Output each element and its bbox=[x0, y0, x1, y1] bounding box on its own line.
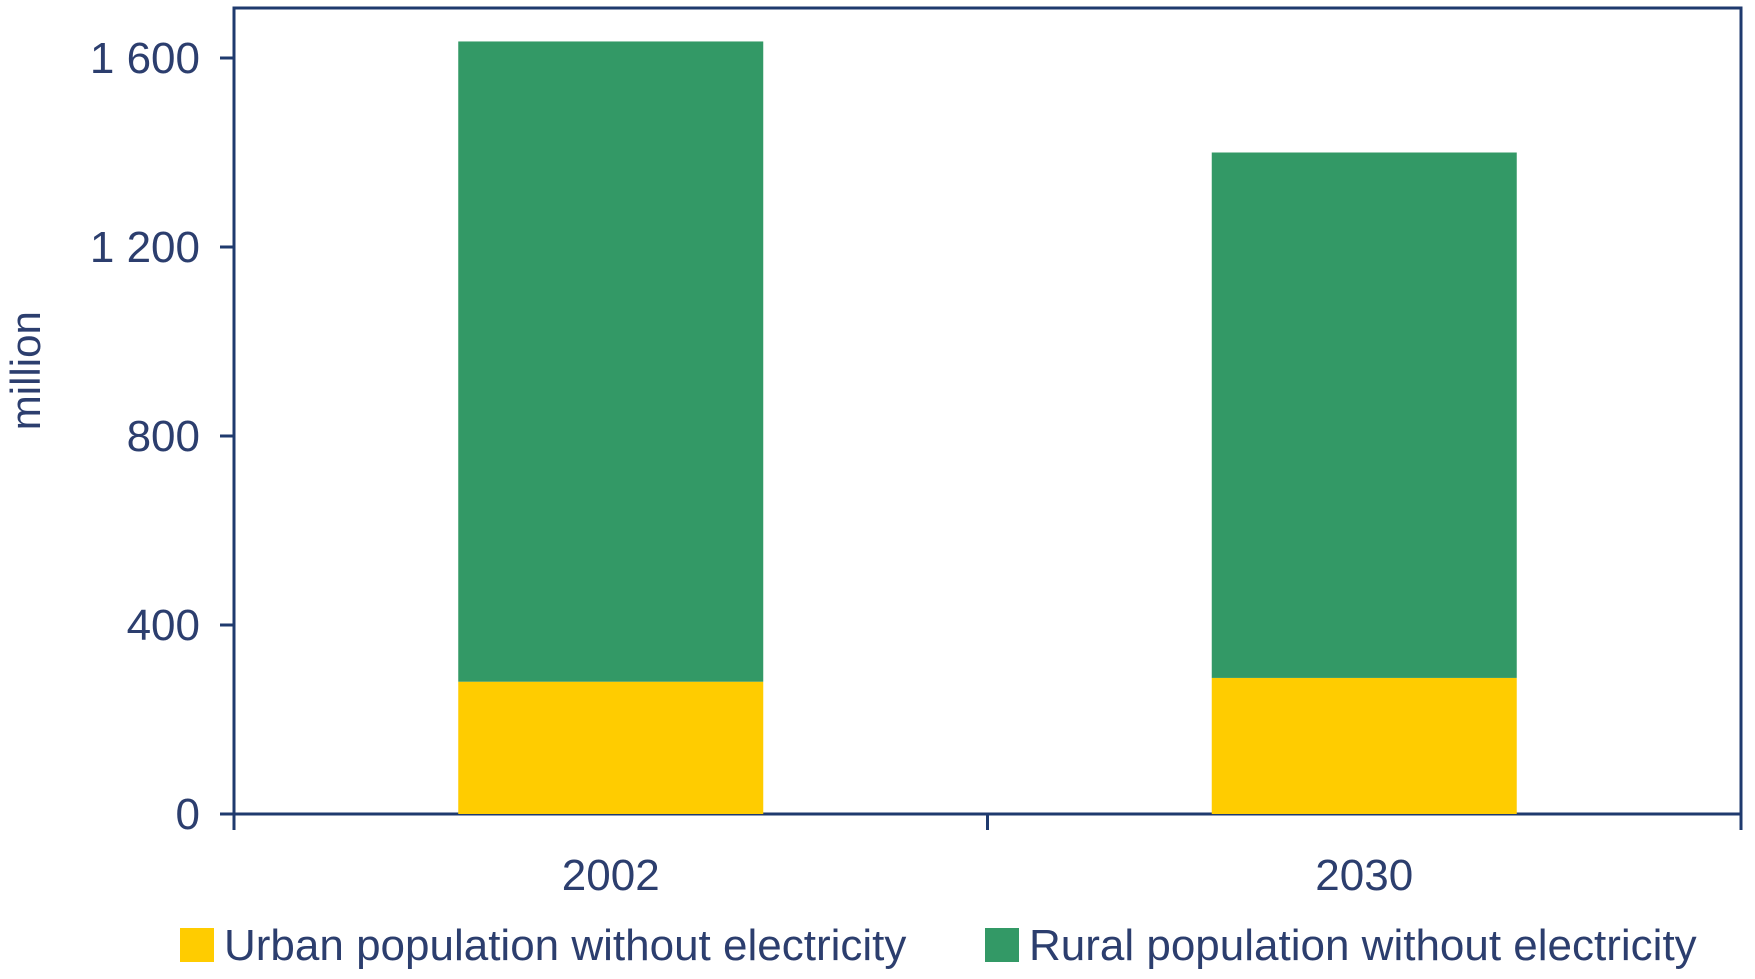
bar-segment-urban-2030 bbox=[1211, 677, 1517, 814]
y-tick-label: 0 bbox=[176, 790, 200, 839]
y-axis: 0 400 800 1 200 1 600 bbox=[90, 34, 234, 839]
bars-group bbox=[458, 41, 1517, 814]
x-tick-label: 2030 bbox=[1315, 851, 1413, 900]
y-tick-label: 800 bbox=[127, 412, 200, 461]
y-axis-title: million bbox=[2, 311, 49, 430]
legend-label-rural: Rural population without electricity bbox=[1029, 921, 1697, 970]
legend-swatch-rural bbox=[985, 928, 1019, 962]
legend: Urban population without electricity Rura… bbox=[180, 921, 1697, 970]
y-tick-label: 400 bbox=[127, 601, 200, 650]
y-tick-label: 1 200 bbox=[90, 223, 200, 272]
legend-swatch-urban bbox=[180, 928, 214, 962]
y-tick-label: 1 600 bbox=[90, 34, 200, 83]
x-axis: 2002 2030 bbox=[232, 814, 1743, 900]
bar-segment-rural-2002 bbox=[458, 41, 764, 682]
x-tick-label: 2002 bbox=[562, 851, 660, 900]
legend-label-urban: Urban population without electricity bbox=[224, 921, 906, 970]
bar-segment-rural-2030 bbox=[1211, 152, 1517, 678]
bar-segment-urban-2002 bbox=[458, 681, 764, 814]
